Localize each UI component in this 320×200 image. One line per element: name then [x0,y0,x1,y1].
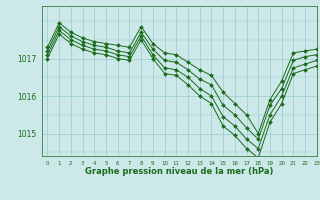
X-axis label: Graphe pression niveau de la mer (hPa): Graphe pression niveau de la mer (hPa) [85,167,273,176]
